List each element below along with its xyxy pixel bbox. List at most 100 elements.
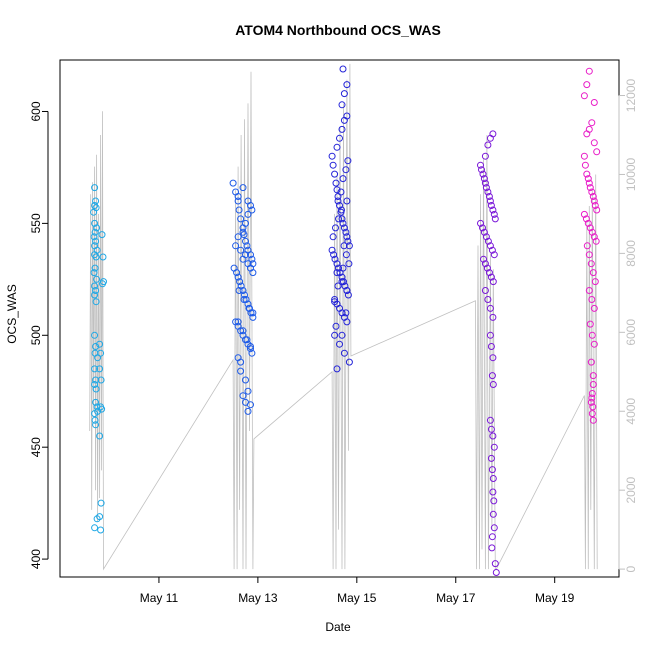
data-point-series-5 <box>585 287 593 294</box>
data-point-series-5 <box>585 125 593 133</box>
data-point-series-5 <box>588 331 596 339</box>
data-point-series-4 <box>492 569 500 576</box>
data-point-series-1 <box>97 349 105 357</box>
data-point-series-4 <box>491 560 499 568</box>
data-point-series-2 <box>242 219 249 227</box>
data-point-series-3 <box>336 202 343 209</box>
data-point-series-2 <box>241 291 248 299</box>
data-point-series-1 <box>91 228 99 236</box>
data-point-series-5 <box>580 210 588 218</box>
data-point-series-3 <box>340 90 348 98</box>
data-point-series-3 <box>329 233 337 241</box>
data-point-series-5 <box>583 170 591 178</box>
data-point-series-4 <box>480 175 488 183</box>
data-point-series-3 <box>333 269 341 277</box>
data-point-series-1 <box>90 269 98 277</box>
data-point-series-1 <box>91 381 99 388</box>
data-point-series-2 <box>237 246 245 254</box>
data-point-series-3 <box>340 349 348 357</box>
data-point-series-3 <box>340 242 348 250</box>
data-point-series-5 <box>589 381 597 388</box>
data-point-series-2 <box>242 251 249 259</box>
data-point-series-4 <box>481 260 489 268</box>
data-point-series-2 <box>239 228 247 236</box>
data-point-series-5 <box>589 372 597 380</box>
data-point-series-5 <box>590 139 598 147</box>
y-tick-label: 600 <box>29 101 43 121</box>
x-tick-label: May 19 <box>535 591 575 605</box>
data-point-series-2 <box>234 318 242 326</box>
data-point-series-1 <box>97 526 105 534</box>
data-point-series-3 <box>342 166 350 174</box>
data-point-series-1 <box>99 253 107 261</box>
data-point-series-3 <box>338 278 346 286</box>
data-point-series-2 <box>239 287 247 294</box>
data-point-series-4 <box>481 152 489 160</box>
data-point-series-5 <box>588 296 596 303</box>
y-tick-label: 450 <box>29 437 43 457</box>
data-point-series-5 <box>592 237 600 245</box>
data-point-series-5 <box>587 398 595 406</box>
data-point-series-5 <box>587 358 595 366</box>
data-point-series-2 <box>248 255 256 263</box>
data-point-series-4 <box>489 313 497 321</box>
data-point-series-4 <box>479 224 486 232</box>
data-point-series-3 <box>337 188 345 196</box>
data-point-series-4 <box>481 287 489 294</box>
data-point-series-3 <box>338 206 345 214</box>
data-point-series-4 <box>482 233 490 241</box>
data-point-series-4 <box>489 510 497 518</box>
data-point-series-1 <box>96 340 104 348</box>
data-point-series-3 <box>344 157 352 165</box>
data-point-series-3 <box>344 237 352 245</box>
data-point-series-4 <box>484 188 492 196</box>
data-point-series-2 <box>247 343 254 350</box>
data-point-series-4 <box>477 161 484 169</box>
data-point-series-1 <box>91 416 99 424</box>
data-point-series-2 <box>244 407 252 415</box>
data-point-series-2 <box>229 179 237 187</box>
data-point-series-1 <box>97 376 105 384</box>
data-point-series-1 <box>91 282 99 290</box>
data-point-series-4 <box>489 278 497 286</box>
data-point-series-1 <box>91 264 99 272</box>
secondary-series-line <box>89 63 598 571</box>
data-point-series-4 <box>485 193 493 200</box>
data-point-series-1 <box>96 365 104 373</box>
data-point-series-1 <box>91 365 99 373</box>
data-point-series-2 <box>247 345 254 353</box>
data-point-series-5 <box>588 228 596 236</box>
data-point-series-3 <box>344 291 352 299</box>
data-point-series-2 <box>242 237 249 245</box>
data-point-series-2 <box>244 387 252 395</box>
data-point-series-1 <box>96 432 104 440</box>
data-point-series-4 <box>484 237 492 245</box>
x-tick-label: May 15 <box>337 591 377 605</box>
data-point-series-4 <box>487 343 495 350</box>
data-point-series-2 <box>244 300 252 308</box>
data-point-series-4 <box>490 497 498 505</box>
data-point-series-1 <box>92 197 100 205</box>
data-point-series-4 <box>483 264 491 272</box>
data-point-series-5 <box>590 233 598 241</box>
data-point-series-4 <box>487 454 495 462</box>
data-point-series-5 <box>588 410 596 418</box>
data-point-series-3 <box>345 260 353 268</box>
data-point-series-3 <box>343 197 351 205</box>
data-point-series-3 <box>338 273 346 281</box>
data-point-series-3 <box>331 170 339 178</box>
data-point-series-3 <box>338 215 346 223</box>
data-point-series-4 <box>487 273 495 281</box>
data-point-series-2 <box>247 251 254 259</box>
data-point-series-1 <box>91 291 99 299</box>
data-point-series-4 <box>489 381 497 388</box>
data-point-series-1 <box>93 224 101 232</box>
data-point-series-5 <box>586 184 594 192</box>
data-point-series-5 <box>589 416 597 424</box>
data-point-series-3 <box>345 242 353 250</box>
data-point-series-2 <box>235 206 243 214</box>
data-point-series-4 <box>489 488 497 496</box>
data-point-series-2 <box>235 287 243 294</box>
data-point-series-1 <box>93 275 101 283</box>
